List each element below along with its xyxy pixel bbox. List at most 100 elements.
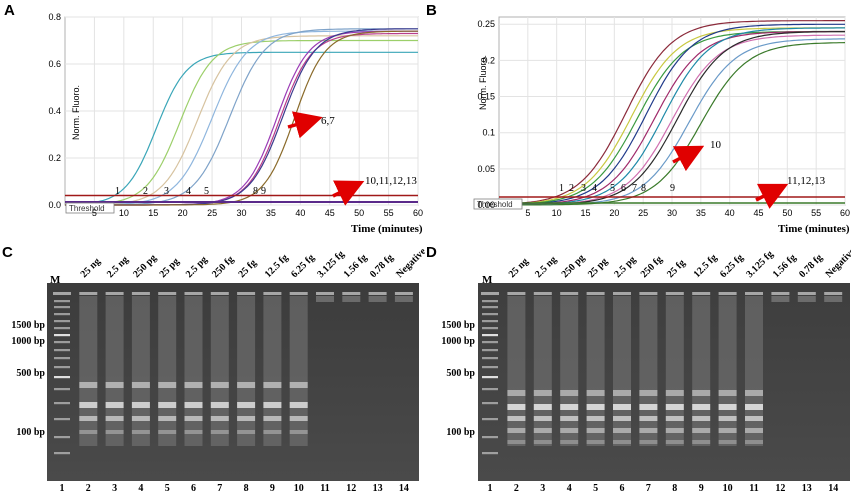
lane-smear xyxy=(237,296,256,446)
lane-empty xyxy=(394,296,413,302)
bp-label: 1000 bp xyxy=(11,336,45,347)
ladder-band xyxy=(482,436,498,439)
lane-number: 2 xyxy=(514,483,519,493)
ladder-band xyxy=(482,320,498,323)
ladder-band xyxy=(482,341,498,344)
y-axis-label-a: Norm. Fluoro. xyxy=(71,85,81,140)
ladder-band xyxy=(54,376,70,379)
lane-label: 25 ng xyxy=(507,256,531,280)
bp-labels-c: 1500 bp 1000 bp 500 bp 100 bp xyxy=(11,320,45,438)
lane-band xyxy=(237,430,256,434)
lane-band xyxy=(184,382,203,388)
wells-c xyxy=(53,292,413,295)
lane-band xyxy=(237,402,256,408)
lane-number: 7 xyxy=(646,483,651,493)
lane-smear xyxy=(210,296,229,446)
ladder-band xyxy=(54,388,70,391)
lane-label: 0.78 fg xyxy=(797,252,825,280)
lane-band xyxy=(158,430,177,434)
lane-label: 250 fg xyxy=(210,254,236,280)
lane-number: 5 xyxy=(593,483,598,493)
lane-number: 6 xyxy=(620,483,625,493)
curve-label-b-2: 2 xyxy=(569,183,574,194)
lane-band xyxy=(533,440,552,444)
curve-label-b-5: 5 xyxy=(610,183,615,194)
lane-band xyxy=(692,404,711,410)
panel-b-letter: B xyxy=(426,2,437,19)
x-tick-label: 50 xyxy=(782,208,792,218)
lane-band xyxy=(237,416,256,421)
lane-empty xyxy=(342,296,361,302)
curve-label-a-9: 9 xyxy=(261,186,266,197)
lane-band xyxy=(533,428,552,433)
curve-label-a-2: 2 xyxy=(143,186,148,197)
y-ticks-a: 0.8 0.6 0.4 0.2 0.0 xyxy=(48,12,61,210)
lane-band xyxy=(79,416,98,421)
x-axis-label-b: Time (minutes) xyxy=(778,223,850,235)
lane-number: 8 xyxy=(672,483,677,493)
lane-band xyxy=(237,382,256,388)
gel-well xyxy=(289,292,308,295)
lane-band xyxy=(718,416,737,421)
lane-band xyxy=(210,430,229,434)
ladder-band xyxy=(54,349,70,352)
gel-well xyxy=(771,292,790,295)
lane-smear xyxy=(263,296,282,446)
ladder-band xyxy=(482,300,498,303)
y-tick-label: 0.0 xyxy=(48,200,61,210)
lane-band xyxy=(131,416,150,421)
lane-band xyxy=(210,416,229,421)
lane-label: 0.78 fg xyxy=(368,252,396,280)
lane-smear xyxy=(560,296,579,446)
lane-band xyxy=(263,382,282,388)
x-tick-label: 55 xyxy=(384,208,394,218)
lane-band xyxy=(105,416,124,421)
lane-label: 25 pg xyxy=(586,256,610,280)
ladder-band xyxy=(482,334,498,337)
lane-band xyxy=(665,390,684,396)
x-tick-label: 35 xyxy=(266,208,276,218)
lane-band xyxy=(79,402,98,408)
gel-well xyxy=(613,292,631,295)
lane-label: 12.5 fg xyxy=(692,252,720,280)
ladder-band xyxy=(482,306,498,309)
lane-band xyxy=(533,390,552,396)
y-tick-label: 0.25 xyxy=(477,19,495,29)
gel-well xyxy=(586,292,605,295)
gel-well xyxy=(481,292,499,295)
lanes-c xyxy=(79,296,413,446)
lane-band xyxy=(560,390,579,396)
lane-number: 10 xyxy=(723,483,733,493)
lane-empty xyxy=(368,296,387,302)
ladder-band xyxy=(482,402,498,405)
lane-band xyxy=(131,402,150,408)
curve-2 xyxy=(65,39,418,206)
curve-label-b-1: 1 xyxy=(559,183,564,194)
lane-band xyxy=(586,428,605,433)
lane-label: 2.5 pg xyxy=(612,254,638,280)
lane-band xyxy=(745,428,763,433)
lane-number: 12 xyxy=(346,483,356,493)
lane-label: 3.125 fg xyxy=(315,249,346,280)
lane-band xyxy=(105,430,124,434)
gel-background-c xyxy=(47,283,419,481)
lane-band xyxy=(533,404,552,410)
ladder-band xyxy=(54,313,70,316)
lane-number: 2 xyxy=(86,483,91,493)
x-tick-label: 15 xyxy=(148,208,158,218)
y-tick-label: 0.00 xyxy=(477,200,495,210)
gel-well xyxy=(745,292,763,295)
lane-band xyxy=(639,440,658,444)
lane-band xyxy=(613,390,631,396)
lane-number: 8 xyxy=(244,483,249,493)
lane-empty xyxy=(824,296,843,302)
gel-background-d xyxy=(478,283,850,481)
ladder-d xyxy=(482,300,498,455)
lane-band xyxy=(507,390,526,396)
lane-band xyxy=(718,404,737,410)
lane-band xyxy=(665,440,684,444)
lane-smear xyxy=(105,296,124,446)
lane-band xyxy=(586,390,605,396)
lane-number: 12 xyxy=(775,483,785,493)
